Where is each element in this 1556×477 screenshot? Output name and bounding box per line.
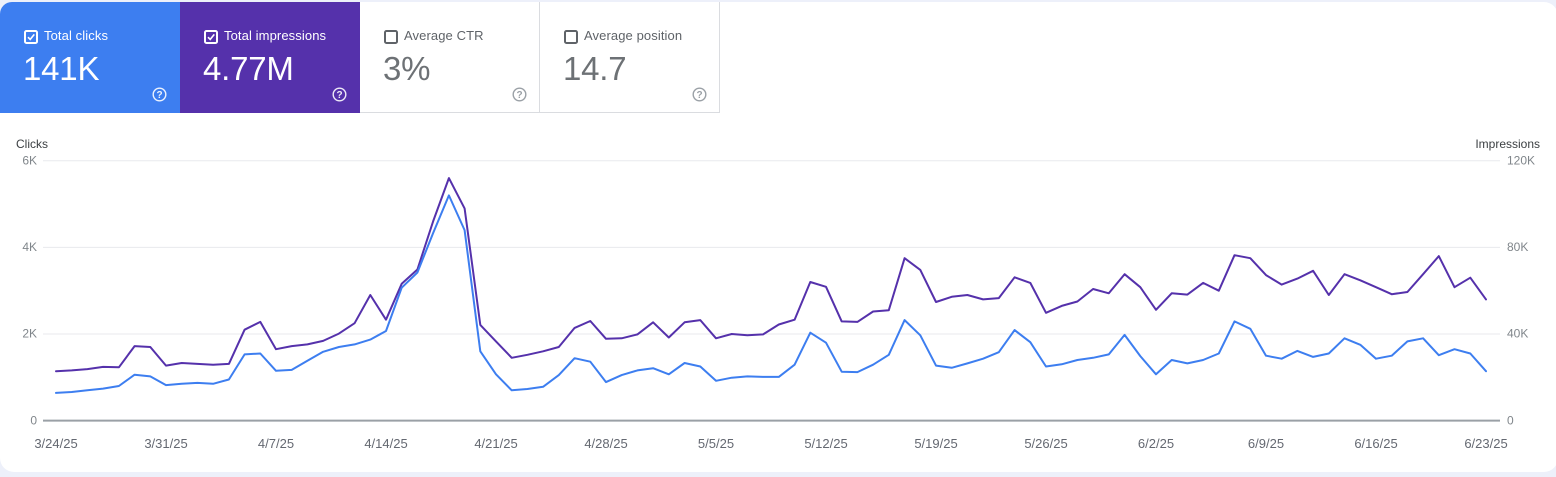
svg-text:4/7/25: 4/7/25 (258, 436, 294, 451)
svg-text:5/19/25: 5/19/25 (914, 436, 957, 451)
svg-text:4/28/25: 4/28/25 (584, 436, 627, 451)
svg-text:6/9/25: 6/9/25 (1248, 436, 1284, 451)
svg-text:2K: 2K (22, 327, 37, 341)
svg-text:0: 0 (1507, 414, 1514, 428)
svg-text:4K: 4K (22, 240, 37, 254)
svg-text:3/31/25: 3/31/25 (144, 436, 187, 451)
svg-text:?: ? (156, 90, 162, 101)
svg-text:6/16/25: 6/16/25 (1354, 436, 1397, 451)
svg-text:5/12/25: 5/12/25 (804, 436, 847, 451)
svg-text:5/26/25: 5/26/25 (1024, 436, 1067, 451)
svg-text:Clicks: Clicks (16, 137, 48, 151)
svg-text:80K: 80K (1507, 240, 1528, 254)
svg-text:Impressions: Impressions (1475, 137, 1540, 151)
svg-text:6K: 6K (22, 153, 37, 167)
svg-text:3/24/25: 3/24/25 (34, 436, 77, 451)
svg-text:0: 0 (30, 414, 37, 428)
svg-text:4/21/25: 4/21/25 (474, 436, 517, 451)
svg-text:4/14/25: 4/14/25 (364, 436, 407, 451)
svg-text:6/23/25: 6/23/25 (1464, 436, 1507, 451)
svg-text:?: ? (516, 90, 522, 101)
svg-text:?: ? (696, 90, 702, 101)
svg-text:5/5/25: 5/5/25 (698, 436, 734, 451)
svg-text:120K: 120K (1507, 153, 1535, 167)
svg-text:6/2/25: 6/2/25 (1138, 436, 1174, 451)
svg-text:40K: 40K (1507, 327, 1528, 341)
svg-text:?: ? (336, 90, 342, 101)
